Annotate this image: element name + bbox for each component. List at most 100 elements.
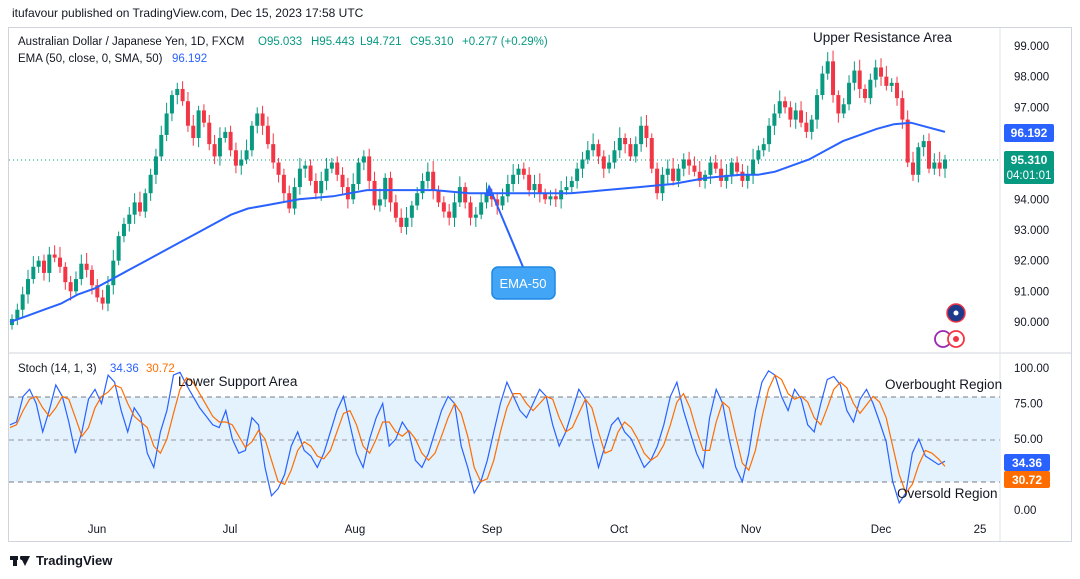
candle-body: [313, 180, 318, 194]
candle-body: [169, 95, 174, 114]
candle-body: [809, 119, 814, 132]
candle-body: [463, 187, 468, 203]
candle-body: [532, 184, 537, 191]
candle-body: [329, 162, 334, 169]
ema-callout-text: EMA-50: [500, 276, 547, 291]
legend-ema-value: 96.192: [172, 53, 207, 65]
stoch-axis-label: 75.00: [1014, 399, 1043, 411]
candle-body: [564, 187, 569, 191]
candle-body: [617, 138, 622, 151]
candle-body: [831, 61, 836, 96]
candle-body: [63, 266, 68, 283]
candle-body: [335, 162, 340, 175]
price-axis-label: 92.000: [1014, 256, 1049, 268]
footer[interactable]: TradingView: [10, 553, 112, 568]
candle-body: [372, 180, 377, 206]
price-axis: 99.00098.00097.00096.00095.00094.00093.0…: [1014, 41, 1049, 329]
candle-body: [820, 73, 825, 96]
candle-body: [649, 138, 654, 169]
time-axis-label: Dec: [871, 524, 892, 536]
candle-body: [543, 193, 548, 200]
candle-body: [665, 168, 670, 175]
legend-stoch-k: 34.36: [110, 363, 139, 375]
candle-body: [815, 95, 820, 120]
candle-body: [185, 101, 190, 126]
candle-body: [404, 217, 409, 227]
candle-body: [393, 202, 398, 218]
candle-body: [367, 156, 372, 181]
candle-body: [447, 211, 452, 218]
stoch-axis-label: 50.00: [1014, 434, 1043, 446]
candle-body: [431, 171, 436, 191]
candle-body: [639, 125, 644, 145]
legend-open: O95.033: [258, 36, 302, 48]
candle-body: [479, 202, 484, 215]
candle-body: [153, 156, 158, 175]
candle-body: [553, 196, 558, 200]
candle-body: [249, 125, 254, 151]
candle-body: [409, 205, 414, 218]
candle-body: [761, 144, 766, 151]
candle-body: [937, 162, 942, 169]
candle-body: [201, 110, 206, 123]
candle-body: [713, 162, 718, 169]
tradingview-logo-icon: [10, 554, 30, 568]
k-badge: [1004, 454, 1050, 471]
time-axis-label: Aug: [345, 524, 365, 536]
candle-body: [591, 144, 596, 151]
candle-body: [239, 159, 244, 166]
candle-body: [265, 125, 270, 145]
candle-body: [511, 174, 516, 184]
candle-body: [633, 144, 638, 157]
event-dot-inner-icon: [953, 336, 959, 342]
candle-body: [735, 162, 740, 172]
candle-body: [319, 180, 324, 194]
candle-body: [889, 82, 894, 86]
candle-body: [783, 101, 788, 108]
candle-body: [569, 180, 574, 188]
candle-body: [41, 260, 46, 273]
candle-body: [756, 150, 761, 160]
candle-body: [495, 199, 500, 206]
candle-body: [303, 165, 308, 169]
candle-body: [84, 263, 89, 270]
legend-stoch-d: 30.72: [146, 363, 175, 375]
time-axis-label: Sep: [482, 524, 502, 536]
candle-body: [47, 254, 52, 273]
legend-symbol: Australian Dollar / Japanese Yen, 1D, FX…: [18, 36, 244, 48]
candle-body: [415, 193, 420, 206]
candle-body: [383, 177, 388, 200]
candle-body: [196, 110, 201, 138]
candle-body: [233, 150, 238, 166]
k-badge-text: 34.36: [1012, 456, 1042, 470]
candle-body: [644, 125, 649, 138]
candle-body: [740, 171, 745, 181]
candle-body: [228, 131, 233, 151]
stoch-axis-label: 100.00: [1014, 363, 1049, 375]
candle-body: [559, 190, 564, 200]
candle-body: [921, 141, 926, 148]
publish-header: itufavour published on TradingView.com, …: [12, 6, 364, 20]
candle-body: [175, 88, 180, 96]
candle-body: [793, 110, 798, 120]
candle-body: [484, 193, 489, 203]
candle-body: [121, 223, 126, 237]
ema-callout-arrow: [485, 184, 493, 196]
candle-body: [420, 180, 425, 194]
candle-body: [745, 174, 750, 181]
candle-body: [772, 113, 777, 126]
candle-body: [857, 70, 862, 89]
candle-body: [905, 119, 910, 163]
candle-body: [585, 150, 590, 160]
candle-body: [548, 196, 553, 200]
candle-body: [137, 202, 142, 212]
flag-star-icon: [953, 310, 959, 316]
candle-body: [452, 202, 457, 218]
candle-body: [73, 279, 78, 292]
candle-body: [436, 190, 441, 203]
candle-body: [473, 214, 478, 218]
candle-body: [943, 159, 947, 169]
candle-body: [596, 144, 601, 157]
